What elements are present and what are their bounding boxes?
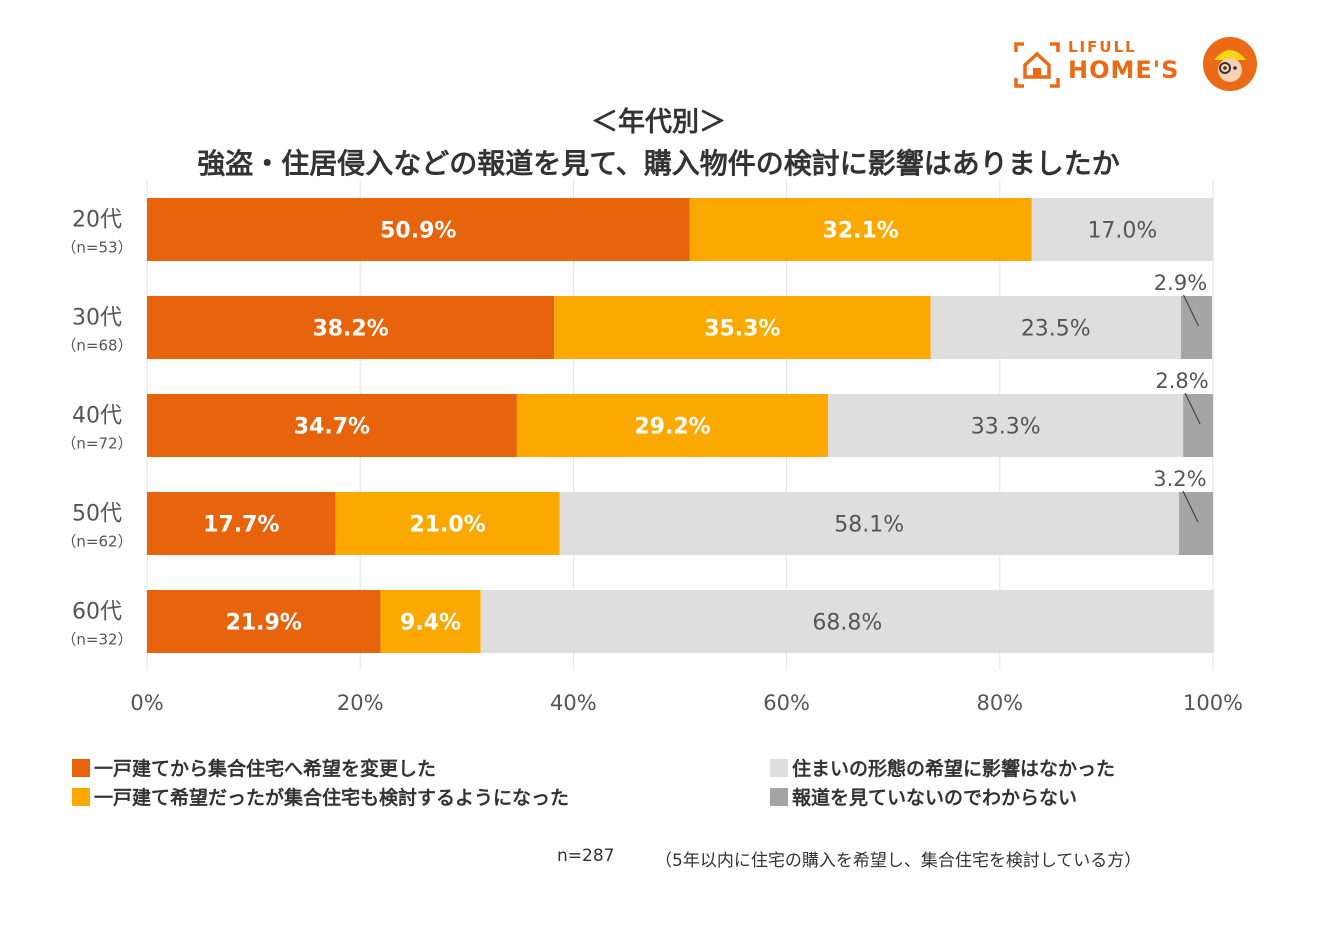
chart-title-line1: ＜年代別＞ <box>591 107 726 138</box>
bar-segment <box>1183 394 1213 457</box>
legend-swatch-lightgray <box>770 758 788 777</box>
sample-size-note: n=287 <box>557 846 615 866</box>
data-label: 38.2% <box>312 317 388 342</box>
chart-title-line2: 強盗・住居侵入などの報道を見て、購入物件の検討に影響はありましたか <box>197 147 1120 180</box>
data-label: 29.2% <box>634 415 710 440</box>
x-tick-label: 80% <box>976 691 1023 715</box>
x-tick-label: 40% <box>550 691 597 715</box>
legend-swatch-yellow <box>72 787 90 806</box>
bar-segment <box>147 394 517 457</box>
logo-line1: LIFULL <box>1068 38 1137 56</box>
bar-segment <box>930 296 1182 359</box>
x-tick-label: 100% <box>1183 691 1243 715</box>
data-label: 9.4% <box>400 611 461 636</box>
lifull-homes-logo: LIFULL HOME'S <box>1012 36 1262 92</box>
legend-swatch-darkgray <box>770 787 788 806</box>
bar-segment <box>554 296 931 359</box>
bar-segment <box>380 590 481 653</box>
legend-label-1: 一戸建てから集合住宅へ希望を変更した <box>94 758 437 780</box>
data-label: 3.2% <box>1153 467 1206 491</box>
data-label: 17.0% <box>1087 219 1157 244</box>
bar-segment <box>480 590 1215 653</box>
legend-label-4: 報道を見ていないのでわからない <box>792 787 1078 809</box>
x-tick-label: 60% <box>763 691 810 715</box>
data-label: 50.9% <box>380 219 456 244</box>
bar-segment <box>1031 198 1213 261</box>
bar-segment <box>1178 492 1213 555</box>
legend-item-3: 住まいの形態の希望に影響はなかった <box>770 754 1115 781</box>
category-label: 20代 <box>72 208 122 233</box>
category-label: 50代 <box>72 502 122 527</box>
category-label: 40代 <box>72 404 122 429</box>
house-icon <box>1014 42 1060 88</box>
data-label: 68.8% <box>812 611 882 636</box>
x-tick-label: 20% <box>337 691 384 715</box>
leader-line <box>1182 294 1200 327</box>
logo-line2: HOME'S <box>1068 56 1180 84</box>
sample-size-label: （n=32） <box>61 631 132 649</box>
sample-size-label: （n=68） <box>61 337 132 355</box>
legend-label-2: 一戸建て希望だったが集合住宅も検討するようになった <box>94 787 570 809</box>
x-tick-label: 0% <box>130 691 163 715</box>
bar-segment <box>147 198 690 261</box>
sample-size-label: （n=62） <box>61 533 132 551</box>
bar-segment <box>516 394 829 457</box>
sample-size-label: （n=53） <box>61 239 132 257</box>
bar-segment <box>828 394 1184 457</box>
bar-segment <box>335 492 560 555</box>
bar-segment <box>147 590 381 653</box>
bar-segment <box>689 198 1032 261</box>
data-label: 58.1% <box>834 513 904 538</box>
data-label: 32.1% <box>823 219 899 244</box>
legend-item-2: 一戸建て希望だったが集合住宅も検討するようになった <box>72 783 569 810</box>
bar-segment <box>1181 296 1212 359</box>
mascot-icon <box>1203 37 1257 91</box>
data-label: 2.9% <box>1154 271 1207 295</box>
bar-segment <box>147 492 336 555</box>
sample-size-label: （n=72） <box>61 435 132 453</box>
bar-segment <box>147 296 555 359</box>
sample-description-note: （5年以内に住宅の購入を希望し、集合住宅を検討している方） <box>655 851 1142 871</box>
category-label: 60代 <box>72 600 122 625</box>
bar-segment <box>559 492 1179 555</box>
data-label: 23.5% <box>1021 317 1091 342</box>
leader-line <box>1182 490 1199 523</box>
legend-item-1: 一戸建てから集合住宅へ希望を変更した <box>72 754 436 781</box>
data-label: 17.7% <box>203 513 279 538</box>
data-label: 35.3% <box>704 317 780 342</box>
data-label: 34.7% <box>294 415 370 440</box>
data-label: 21.9% <box>226 611 302 636</box>
legend-label-3: 住まいの形態の希望に影響はなかった <box>792 758 1116 780</box>
category-label: 30代 <box>72 306 122 331</box>
leader-line <box>1184 392 1201 425</box>
legend-item-4: 報道を見ていないのでわからない <box>770 783 1077 810</box>
legend-swatch-orange <box>72 758 90 777</box>
data-label: 33.3% <box>971 415 1041 440</box>
data-label: 21.0% <box>409 513 485 538</box>
data-label: 2.8% <box>1155 369 1208 393</box>
